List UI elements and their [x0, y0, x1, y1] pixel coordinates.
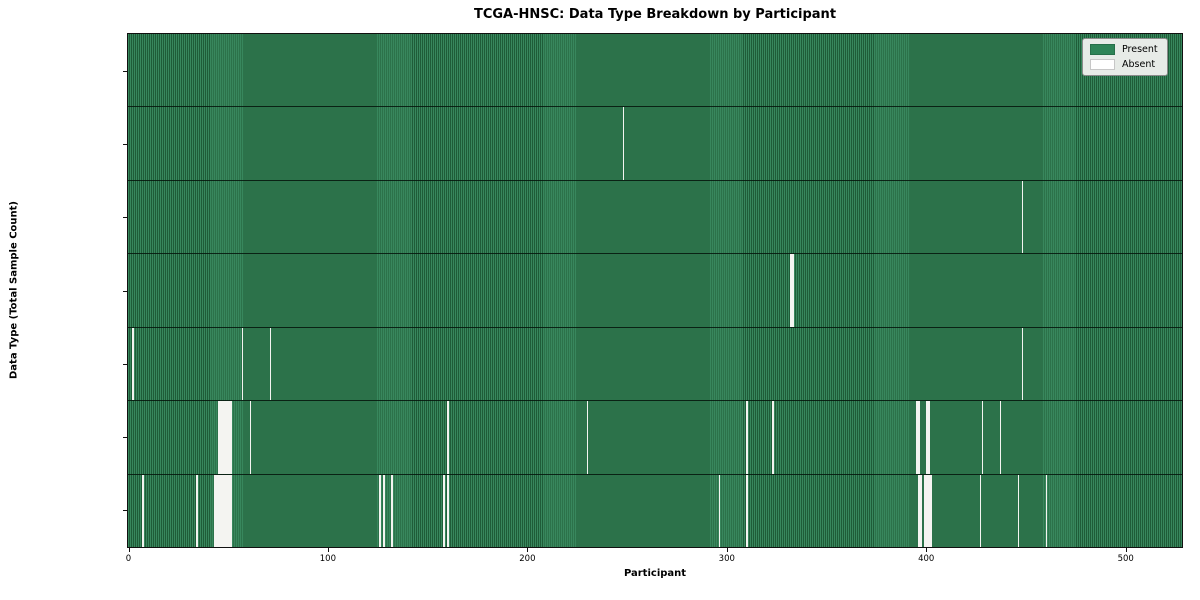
x-tick-label: 400 [918, 554, 935, 564]
absent-bar [249, 401, 252, 474]
absent-bar [915, 401, 918, 474]
absent-bar [929, 474, 932, 547]
y-tick-mark [122, 71, 127, 73]
absent-bar [142, 474, 144, 547]
absent-bar [917, 474, 920, 547]
y-tick-mark [122, 290, 127, 292]
legend: Present Absent [1082, 38, 1168, 76]
absent-swatch [1090, 59, 1115, 70]
heatmap-row-methylation [128, 180, 1182, 255]
absent-bar [1017, 474, 1020, 547]
absent-bar [979, 474, 982, 547]
absent-bar [223, 401, 226, 474]
absent-bar [925, 401, 928, 474]
absent-bar [586, 401, 589, 474]
absent-bar [225, 474, 228, 547]
heatmap-row-clinical [128, 107, 1182, 181]
y-tick-mark [122, 363, 127, 365]
absent-bar [221, 401, 224, 474]
absent-bar [269, 327, 272, 401]
absent-bar [383, 474, 386, 547]
absent-bar [443, 474, 445, 547]
absent-bar [447, 474, 449, 547]
heatmap-row-cn [128, 254, 1182, 328]
x-tick-label: 200 [519, 554, 536, 564]
absent-bar [217, 401, 220, 474]
absent-bar [213, 474, 216, 547]
heatmap-row-mir [128, 327, 1182, 402]
absent-bar [999, 401, 1002, 474]
chart-title: TCGA-HNSC: Data Type Breakdown by Partic… [473, 7, 837, 22]
legend-label: Absent [1122, 59, 1156, 70]
absent-bar [790, 254, 792, 327]
absent-bar [196, 474, 198, 547]
heatmap-row-maf [128, 401, 1182, 475]
absent-bar [927, 474, 930, 547]
y-tick-mark [122, 509, 127, 511]
absent-bar [925, 474, 928, 547]
y-tick-mark [122, 436, 127, 438]
absent-bar [746, 401, 749, 474]
plot-area [127, 33, 1183, 548]
absent-bar [746, 474, 749, 547]
x-tick-label: 0 [125, 554, 132, 564]
absent-bar [223, 474, 226, 547]
absent-bar [622, 107, 625, 180]
absent-bar [219, 474, 222, 547]
absent-bar [917, 401, 920, 474]
absent-bar [379, 474, 382, 547]
absent-bar [227, 474, 230, 547]
absent-bar [1021, 327, 1024, 401]
y-tick-mark [122, 144, 127, 146]
absent-bar [981, 401, 984, 474]
x-tick-mark [327, 548, 329, 552]
absent-bar [447, 401, 449, 474]
absent-bar [391, 474, 394, 547]
absent-bar [919, 474, 922, 547]
absent-bar [772, 401, 774, 474]
heatmap-row-bcr [128, 34, 1182, 108]
x-tick-label: 100 [319, 554, 337, 564]
absent-bar [229, 401, 232, 474]
x-tick-mark [726, 548, 728, 552]
absent-bar [923, 474, 926, 547]
absent-bar [1021, 180, 1024, 254]
present-swatch [1090, 44, 1115, 55]
legend-item-absent: Absent [1090, 59, 1158, 70]
absent-bar [792, 254, 794, 327]
absent-bar [215, 474, 218, 547]
absent-bar [219, 401, 222, 474]
absent-bar [927, 401, 930, 474]
x-axis-label: Participant [623, 568, 687, 579]
absent-bar [227, 401, 230, 474]
x-tick-mark [1125, 548, 1127, 552]
legend-item-present: Present [1090, 44, 1158, 55]
absent-bar [132, 327, 134, 401]
absent-bar [229, 474, 232, 547]
x-tick-mark [926, 548, 928, 552]
absent-bar [718, 474, 721, 547]
absent-bar [241, 327, 244, 401]
x-tick-label: 300 [718, 554, 735, 564]
x-tick-mark [527, 548, 529, 552]
legend-label: Present [1122, 44, 1158, 55]
x-tick-label: 500 [1117, 554, 1134, 564]
absent-bar [225, 401, 228, 474]
y-tick-mark [122, 217, 127, 219]
absent-bar [217, 474, 220, 547]
x-tick-mark [128, 548, 130, 552]
absent-bar [1045, 474, 1048, 547]
y-axis-label: Data Type (Total Sample Count) [8, 200, 20, 380]
heatmap-row-mrna [128, 474, 1182, 547]
absent-bar [221, 474, 224, 547]
